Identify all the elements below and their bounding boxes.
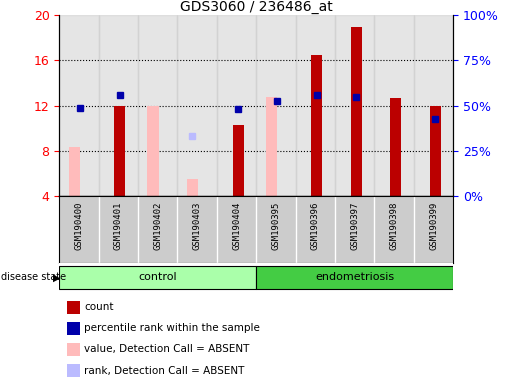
Text: GSM190404: GSM190404 <box>232 201 241 250</box>
Text: GSM190396: GSM190396 <box>311 201 320 250</box>
Bar <box>177 15 217 196</box>
Bar <box>266 97 277 196</box>
Text: percentile rank within the sample: percentile rank within the sample <box>84 323 260 333</box>
Bar <box>414 15 453 196</box>
Text: ▶: ▶ <box>53 272 60 283</box>
Text: GSM190403: GSM190403 <box>193 201 201 250</box>
Bar <box>217 15 256 196</box>
Bar <box>114 106 126 196</box>
Text: GSM190397: GSM190397 <box>350 201 359 250</box>
Text: endometriosis: endometriosis <box>315 272 394 283</box>
Bar <box>256 266 453 289</box>
Bar <box>351 26 362 196</box>
Text: control: control <box>139 272 177 283</box>
Bar <box>138 15 177 196</box>
Bar <box>335 15 374 196</box>
Bar <box>296 15 335 196</box>
Bar <box>187 179 198 196</box>
Title: GDS3060 / 236486_at: GDS3060 / 236486_at <box>180 0 333 14</box>
Text: GSM190399: GSM190399 <box>429 201 438 250</box>
Bar <box>59 15 98 196</box>
Text: GSM190401: GSM190401 <box>114 201 123 250</box>
Bar <box>390 98 401 196</box>
Bar <box>68 147 80 196</box>
Text: value, Detection Call = ABSENT: value, Detection Call = ABSENT <box>84 344 249 354</box>
Text: disease state: disease state <box>1 272 66 283</box>
Text: GSM190398: GSM190398 <box>390 201 399 250</box>
Bar <box>374 15 414 196</box>
Text: GSM190402: GSM190402 <box>153 201 162 250</box>
Bar <box>147 106 159 196</box>
Text: GSM190400: GSM190400 <box>75 201 83 250</box>
Bar <box>98 15 138 196</box>
Text: rank, Detection Call = ABSENT: rank, Detection Call = ABSENT <box>84 366 244 376</box>
Bar <box>233 125 244 196</box>
Text: GSM190395: GSM190395 <box>271 201 280 250</box>
Bar <box>312 55 322 196</box>
Bar <box>59 266 256 289</box>
Bar <box>430 106 441 196</box>
Text: count: count <box>84 302 113 312</box>
Bar <box>256 15 296 196</box>
